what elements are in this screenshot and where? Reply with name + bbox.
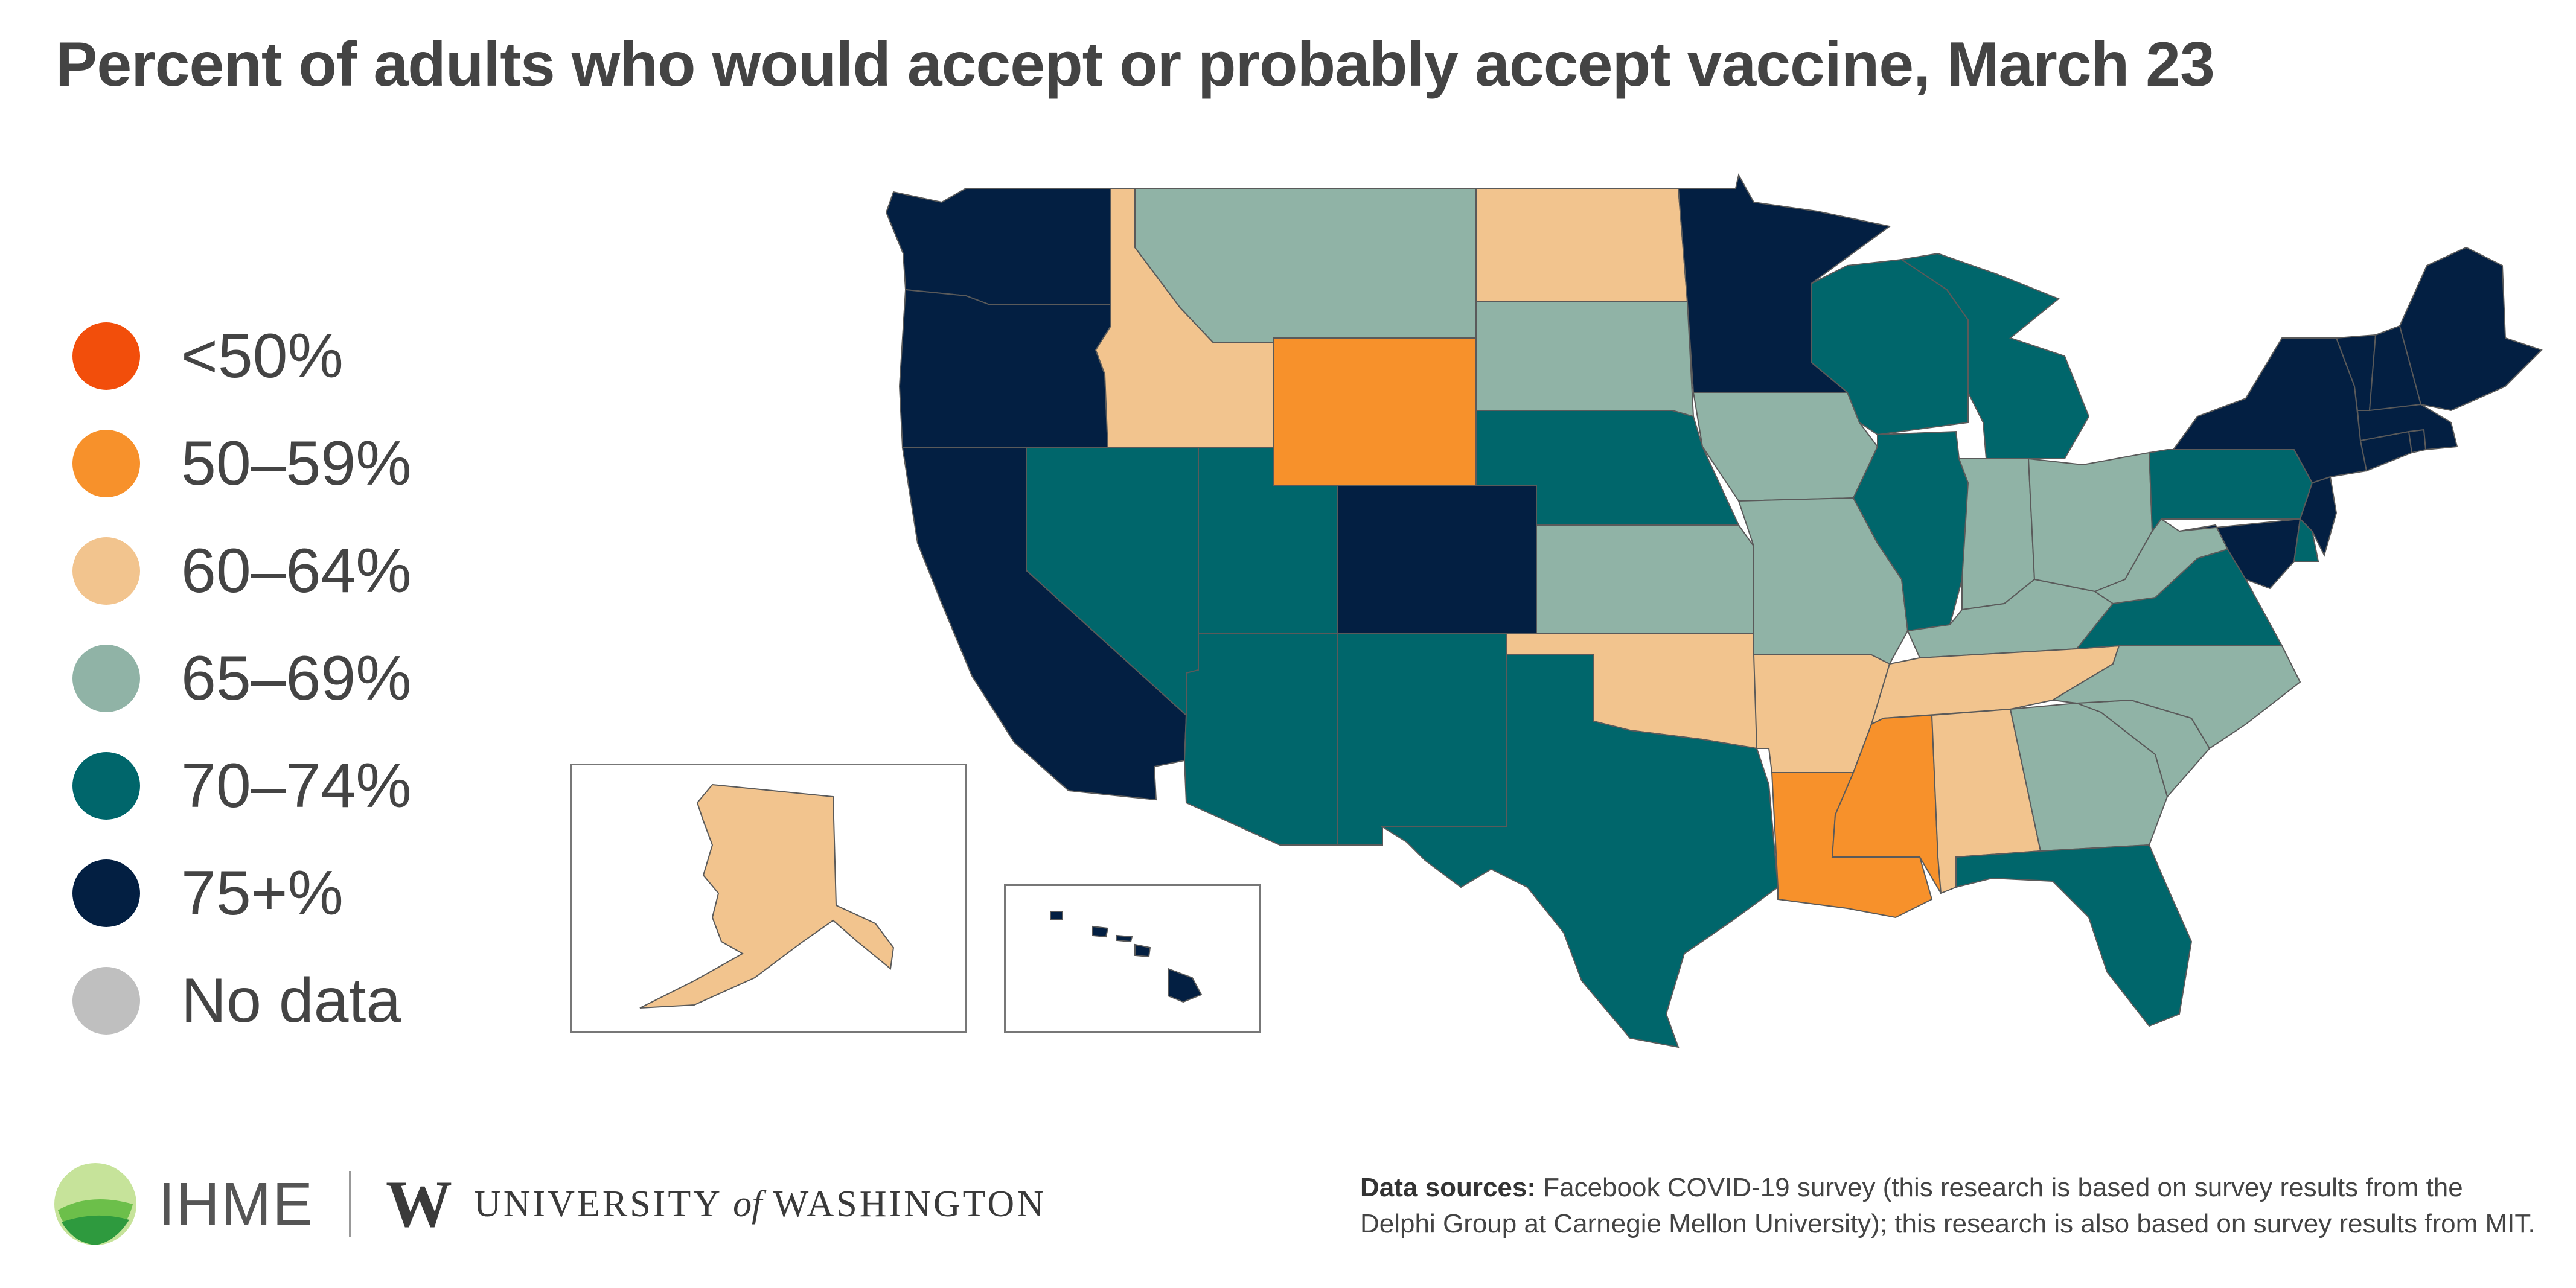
state-colorado: [1337, 485, 1537, 634]
state-wisconsin: [1811, 258, 1969, 436]
legend-swatch-75plus: [72, 859, 140, 927]
uw-washington: WASHINGTON: [773, 1183, 1046, 1225]
ihme-leaf-icon: [54, 1163, 136, 1245]
state-pennsylvania: [2148, 449, 2313, 533]
legend-item-lt50: <50%: [72, 320, 344, 392]
uw-university: UNIVERSITY: [474, 1183, 721, 1225]
legend-label-no-data: No data: [181, 965, 401, 1036]
state-hawaii-kauai: [1050, 911, 1063, 920]
data-sources: Data sources: Facebook COVID-19 survey (…: [1360, 1170, 2543, 1242]
data-sources-text: Facebook COVID-19 survey (this research …: [1360, 1173, 2536, 1239]
uw-w-logo: W: [386, 1167, 452, 1241]
state-michigan: [1900, 252, 2090, 459]
legend-item-65-69: 65–69%: [72, 642, 412, 715]
legend-label-75plus: 75+%: [181, 858, 344, 928]
state-texas: [1380, 654, 1779, 1048]
footer-logos: IHME W UNIVERSITY of WASHINGTON: [53, 1162, 1046, 1246]
legend-label-70-74: 70–74%: [181, 750, 412, 821]
state-alaska: [639, 783, 895, 1009]
legend-label-60-64: 60–64%: [181, 535, 412, 606]
state-arizona: [1183, 633, 1338, 846]
state-south-dakota: [1475, 301, 1695, 418]
logo-divider: [349, 1171, 351, 1237]
state-hawaii-maui: [1134, 943, 1151, 958]
legend-item-70-74: 70–74%: [72, 750, 412, 822]
state-oregon: [898, 289, 1111, 448]
state-rhode-island: [2408, 429, 2427, 454]
state-vermont: [2335, 334, 2377, 411]
state-kansas: [1536, 524, 1754, 634]
legend-item-75plus: 75+%: [72, 857, 344, 929]
legend-item-60-64: 60–64%: [72, 535, 412, 607]
legend-label-50-59: 50–59%: [181, 428, 412, 499]
state-mississippi: [1831, 714, 1942, 894]
legend-label-65-69: 65–69%: [181, 643, 412, 713]
ihme-wordmark: IHME: [158, 1170, 314, 1238]
state-new-mexico: [1337, 633, 1507, 846]
data-sources-label: Data sources:: [1360, 1173, 1536, 1202]
legend-swatch-lt50: [72, 322, 140, 390]
legend-swatch-50-59: [72, 430, 140, 497]
legend-swatch-60-64: [72, 537, 140, 605]
state-wyoming: [1273, 337, 1477, 486]
legend-item-no-data: No data: [72, 964, 401, 1037]
legend-label-lt50: <50%: [181, 320, 344, 391]
legend-swatch-no-data: [72, 967, 140, 1035]
state-maine: [2399, 246, 2543, 412]
state-north-dakota: [1475, 188, 1689, 302]
hawaii-inset: [1004, 884, 1261, 1033]
legend-item-50-59: 50–59%: [72, 427, 412, 500]
state-hawaii-big-island: [1168, 968, 1203, 1003]
chart-title: Percent of adults who would accept or pr…: [56, 30, 2215, 100]
uw-of: of: [733, 1183, 762, 1225]
uw-wordmark: UNIVERSITY of WASHINGTON: [474, 1183, 1046, 1226]
state-washington: [885, 188, 1111, 305]
legend-swatch-70-74: [72, 752, 140, 820]
state-massachusetts: [2356, 403, 2458, 451]
state-indiana: [1958, 458, 2036, 611]
state-florida: [1955, 844, 2193, 1027]
state-hawaii-molokai: [1116, 934, 1133, 943]
legend-swatch-65-69: [72, 645, 140, 712]
state-north-carolina: [2051, 645, 2301, 750]
state-iowa: [1692, 392, 1879, 502]
state-hawaii-oahu: [1092, 925, 1109, 938]
state-minnesota: [1677, 173, 1891, 393]
